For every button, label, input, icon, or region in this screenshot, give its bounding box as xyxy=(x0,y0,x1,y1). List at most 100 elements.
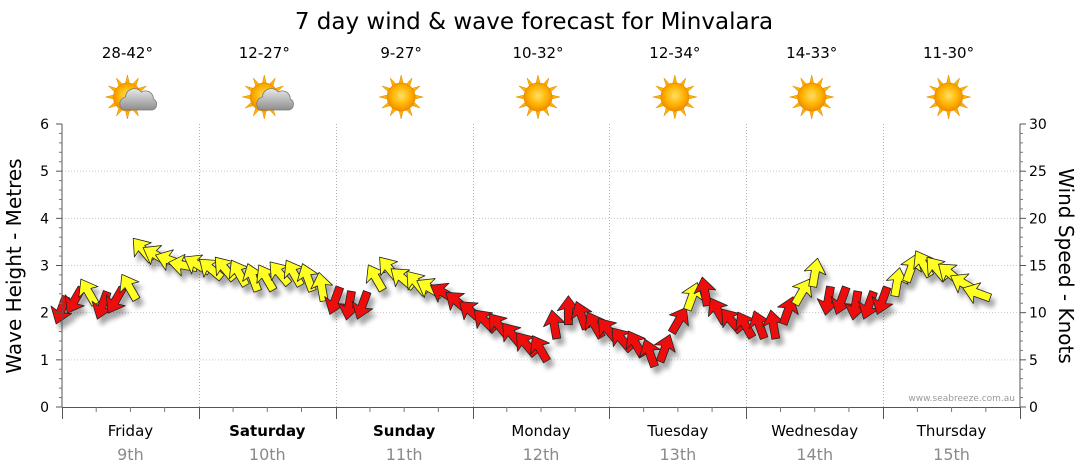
y-tick-label-left: 0 xyxy=(40,400,49,416)
sun-ray xyxy=(672,110,678,120)
wind-arrow xyxy=(777,296,799,326)
y-tick-label-left: 1 xyxy=(40,353,49,369)
partly-cloudy-icon xyxy=(242,74,294,120)
sunny-icon xyxy=(789,74,834,120)
wind-arrow xyxy=(693,276,717,307)
y-tick-label-right: 0 xyxy=(1029,400,1038,416)
day-name-label: Friday xyxy=(108,422,154,440)
wind-arrow xyxy=(639,338,661,369)
sun-ray xyxy=(825,94,834,100)
day-date-label: 12th xyxy=(523,445,560,464)
sun-ray xyxy=(262,110,267,120)
sun-disc xyxy=(660,82,690,112)
y-tick-label-left: 2 xyxy=(40,306,49,322)
day-forecast-header: 12-34° xyxy=(649,44,700,120)
sun-ray xyxy=(125,110,130,120)
day-name-label: Saturday xyxy=(229,422,306,440)
day-date-label: 10th xyxy=(249,445,286,464)
sun-ray xyxy=(535,110,541,120)
y-tick-label-right: 25 xyxy=(1029,164,1047,180)
temperature-range: 12-34° xyxy=(649,44,700,62)
wind-arrow xyxy=(803,257,827,288)
wind-arrow xyxy=(871,285,894,315)
sun-ray xyxy=(535,74,541,84)
sun-ray xyxy=(946,110,951,120)
temperature-range: 14-33° xyxy=(786,44,837,62)
wind-arrow xyxy=(530,335,551,364)
temperature-range: 28-42° xyxy=(102,44,153,62)
sun-ray xyxy=(242,94,251,100)
sunny-icon xyxy=(652,74,697,120)
day-date-label: 9th xyxy=(117,445,144,464)
wind-arrow xyxy=(351,290,374,320)
day-date-label: 15th xyxy=(933,445,970,464)
temperature-range: 11-30° xyxy=(923,44,974,62)
sun-ray xyxy=(789,94,799,100)
y-tick-label-right: 30 xyxy=(1029,117,1047,133)
day-name-label: Thursday xyxy=(916,422,987,440)
wind-arrow xyxy=(668,306,689,335)
day-date-label: 11th xyxy=(386,445,423,464)
sun-ray xyxy=(652,94,662,100)
cloud-shape xyxy=(119,88,157,111)
sun-disc xyxy=(934,82,963,112)
y-tick-label-right: 20 xyxy=(1029,211,1047,227)
sun-disc xyxy=(386,82,416,112)
wind-arrow xyxy=(885,267,909,298)
day-forecast-header: 28-42° xyxy=(102,44,157,120)
y-tick-label-left: 6 xyxy=(40,117,49,133)
sun-ray xyxy=(946,74,951,84)
sun-ray xyxy=(515,94,525,100)
chart-title: 7 day wind & wave forecast for Minvalara xyxy=(295,9,773,35)
day-name-label: Wednesday xyxy=(771,422,858,440)
day-name-label: Sunday xyxy=(373,422,436,440)
wind-arrow xyxy=(654,334,676,364)
sun-ray xyxy=(926,94,935,100)
y-tick-label-left: 4 xyxy=(40,211,49,227)
sun-ray xyxy=(398,74,404,84)
y-tick-label-right: 15 xyxy=(1029,259,1047,275)
day-forecast-header: 11-30° xyxy=(923,44,974,120)
sun-ray xyxy=(809,110,814,120)
sun-ray xyxy=(688,94,697,100)
day-date-label: 13th xyxy=(659,445,696,464)
sun-ray xyxy=(125,74,130,84)
sun-ray xyxy=(105,94,114,100)
sunny-icon xyxy=(379,74,424,120)
sun-disc xyxy=(797,82,827,112)
y-tick-label-right: 5 xyxy=(1029,353,1038,369)
sun-rays xyxy=(379,74,424,120)
wind-arrow xyxy=(119,273,141,302)
sun-disc xyxy=(523,82,553,112)
day-date-label: 14th xyxy=(796,445,833,464)
wind-arrow xyxy=(543,309,566,340)
y-tick-label-right: 10 xyxy=(1029,306,1047,322)
y-tick-label-left: 5 xyxy=(40,164,49,180)
wind-arrows xyxy=(50,237,992,369)
y-tick-label-left: 3 xyxy=(40,259,49,275)
sun-ray xyxy=(379,94,388,100)
day-forecast-header: 9-27° xyxy=(379,44,424,120)
day-forecast-header: 10-32° xyxy=(512,44,564,120)
sun-rays xyxy=(926,74,971,120)
day-name-label: Monday xyxy=(511,422,570,440)
wind-arrow xyxy=(791,278,812,307)
sunny-icon xyxy=(515,74,561,120)
y-axis-label-left: Wave Height - Metres xyxy=(2,158,26,373)
axes: 0 1 2 3 4 5 6 0 5 10 15 20 25 30 xyxy=(40,117,1047,419)
y-axis-label-right: Wind Speed - Knots xyxy=(1054,168,1078,364)
temperature-range: 12-27° xyxy=(239,44,290,62)
sun-ray xyxy=(414,94,424,100)
temperature-range: 10-32° xyxy=(512,44,563,62)
sun-ray xyxy=(262,74,267,84)
credit-text: www.seabreeze.com.au xyxy=(908,394,1015,404)
partly-cloudy-icon xyxy=(105,74,157,120)
cloud-shape xyxy=(256,88,294,111)
sun-ray xyxy=(672,74,678,84)
sun-ray xyxy=(551,94,561,100)
wind-arrow xyxy=(962,282,992,304)
sun-rays xyxy=(789,74,834,120)
temperature-range: 9-27° xyxy=(380,44,422,62)
day-name-label: Tuesday xyxy=(646,422,708,440)
